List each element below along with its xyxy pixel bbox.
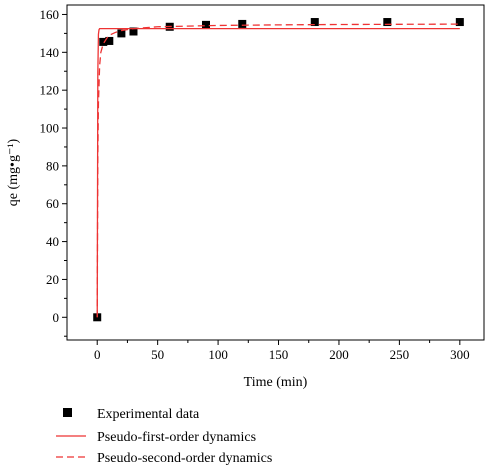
y-tick-label: 0 (53, 310, 60, 325)
y-tick-label: 160 (40, 7, 60, 22)
x-axis-title: Time (min) (244, 375, 308, 390)
experimental-point (117, 29, 126, 38)
y-tick-label: 40 (46, 234, 59, 249)
series-layer (93, 18, 464, 322)
experimental-point (455, 18, 464, 27)
y-tick-label: 100 (40, 121, 60, 136)
y-tick-label: 20 (46, 272, 59, 287)
x-tick-label: 50 (151, 347, 164, 362)
legend-label-second-order: Pseudo-second-order dynamics (97, 451, 272, 466)
experimental-point (129, 27, 138, 36)
experimental-point (99, 37, 108, 46)
legend-label-experimental: Experimental data (97, 407, 200, 422)
experimental-point (105, 36, 114, 45)
x-tick-label: 200 (329, 347, 349, 362)
legend-marker-experimental (63, 408, 72, 417)
second-order-curve (96, 23, 460, 318)
x-tick-label: 150 (269, 347, 289, 362)
legend-label-first-order: Pseudo-first-order dynamics (97, 430, 256, 445)
experimental-point (202, 20, 210, 29)
x-tick-label: 300 (450, 347, 470, 362)
x-tick-label: 250 (390, 347, 410, 362)
x-tick-label: 0 (94, 347, 101, 362)
y-axis-title: qe (mg•g⁻¹) (6, 138, 21, 206)
experimental-point (383, 18, 392, 27)
x-tick-label: 100 (208, 347, 228, 362)
y-tick-label: 80 (46, 158, 59, 173)
experimental-point (310, 18, 319, 27)
y-axis: 0 20 40 60 80 100 120 140 160 (40, 7, 67, 337)
y-tick-label: 140 (40, 45, 60, 60)
plot-frame (66, 4, 485, 341)
experimental-point (238, 19, 247, 28)
first-order-curve (96, 28, 460, 318)
y-tick-label: 120 (40, 83, 60, 98)
x-axis: 0 50 100 150 200 250 300 (94, 340, 470, 362)
y-tick-label: 60 (46, 196, 59, 211)
legend: Experimental data Pseudo-first-order dyn… (56, 407, 272, 466)
plot-border (66, 4, 485, 341)
